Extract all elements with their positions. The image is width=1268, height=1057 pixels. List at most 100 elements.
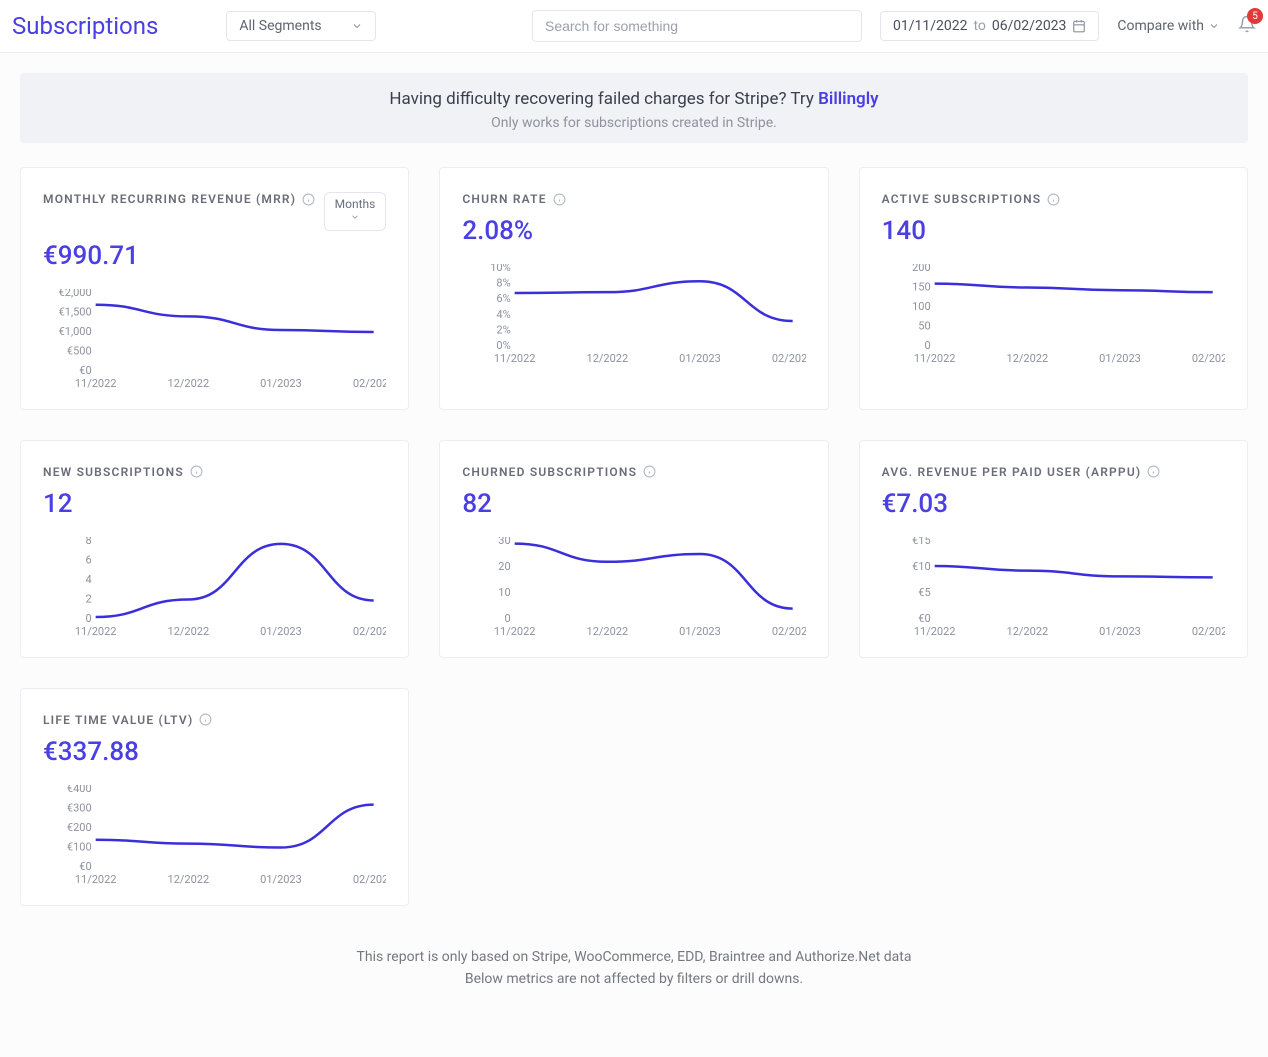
card-value: 2.08% — [462, 216, 805, 246]
card-value: €337.88 — [43, 737, 386, 767]
card-title: CHURN RATE — [462, 192, 565, 206]
svg-text:12/2022: 12/2022 — [168, 625, 210, 637]
notification-badge: 5 — [1247, 8, 1263, 24]
svg-text:30: 30 — [499, 537, 511, 547]
svg-text:€400: €400 — [67, 785, 92, 795]
svg-text:20: 20 — [499, 560, 511, 573]
svg-text:01/2023: 01/2023 — [260, 377, 302, 389]
svg-text:11/2022: 11/2022 — [914, 625, 956, 637]
svg-text:11/2022: 11/2022 — [75, 377, 117, 389]
svg-text:10%: 10% — [491, 264, 511, 274]
svg-text:12/2022: 12/2022 — [1006, 625, 1048, 637]
svg-text:11/2022: 11/2022 — [75, 873, 117, 885]
svg-text:12/2022: 12/2022 — [168, 873, 210, 885]
svg-text:10: 10 — [499, 586, 511, 599]
compare-label: Compare with — [1117, 18, 1204, 34]
svg-text:200: 200 — [912, 264, 931, 274]
period-dropdown[interactable]: Months — [324, 192, 387, 231]
svg-text:€1,000: €1,000 — [59, 325, 92, 338]
svg-text:01/2023: 01/2023 — [260, 873, 302, 885]
banner-text: Having difficulty recovering failed char… — [389, 89, 818, 109]
chevron-down-icon — [351, 20, 363, 32]
svg-text:2: 2 — [85, 592, 91, 605]
banner-subtext: Only works for subscriptions created in … — [30, 115, 1238, 131]
info-icon — [553, 193, 566, 206]
svg-text:6%: 6% — [497, 292, 511, 305]
metric-card-newsubs: NEW SUBSCRIPTIONS 120246811/202212/20220… — [20, 440, 409, 658]
svg-text:100: 100 — [912, 300, 931, 313]
svg-text:€200: €200 — [67, 821, 92, 834]
svg-text:2%: 2% — [497, 323, 511, 336]
info-icon — [643, 465, 656, 478]
svg-text:12/2022: 12/2022 — [587, 352, 629, 364]
notifications-button[interactable]: 5 — [1238, 15, 1256, 37]
svg-text:02/2023: 02/2023 — [1192, 352, 1225, 364]
svg-text:€15: €15 — [912, 537, 931, 547]
svg-text:01/2023: 01/2023 — [680, 352, 722, 364]
svg-text:01/2023: 01/2023 — [260, 625, 302, 637]
svg-text:€10: €10 — [912, 560, 931, 573]
date-from: 01/11/2022 — [893, 18, 968, 34]
metric-card-ltv: LIFE TIME VALUE (LTV) €337.88€0€100€200€… — [20, 688, 409, 906]
metric-card-arppu: AVG. REVENUE PER PAID USER (ARPPU) €7.03… — [859, 440, 1248, 658]
card-value: 12 — [43, 489, 386, 519]
banner-link[interactable]: Billingly — [818, 89, 878, 109]
compare-dropdown[interactable]: Compare with — [1117, 18, 1220, 34]
date-range-picker[interactable]: 01/11/2022 to 06/02/2023 — [880, 11, 1099, 41]
chart: €0€500€1,000€1,500€2,00011/202212/202201… — [43, 289, 386, 389]
search-input[interactable] — [532, 10, 862, 42]
svg-text:02/2023: 02/2023 — [353, 873, 386, 885]
footer-note: This report is only based on Stripe, Woo… — [20, 946, 1248, 991]
svg-text:01/2023: 01/2023 — [1099, 352, 1141, 364]
svg-text:11/2022: 11/2022 — [75, 625, 117, 637]
svg-text:0: 0 — [505, 612, 511, 625]
metric-card-mrr: MONTHLY RECURRING REVENUE (MRR) Months€9… — [20, 167, 409, 410]
info-icon — [1147, 465, 1160, 478]
svg-text:€0: €0 — [79, 364, 91, 377]
svg-text:€300: €300 — [67, 801, 92, 814]
info-icon — [1047, 193, 1060, 206]
svg-text:0: 0 — [924, 339, 930, 352]
card-title: ACTIVE SUBSCRIPTIONS — [882, 192, 1061, 206]
svg-text:4: 4 — [85, 573, 91, 586]
page-title: Subscriptions — [12, 12, 158, 40]
svg-text:11/2022: 11/2022 — [494, 352, 536, 364]
content: Having difficulty recovering failed char… — [0, 53, 1268, 1011]
svg-text:02/2023: 02/2023 — [772, 352, 805, 364]
svg-text:12/2022: 12/2022 — [587, 625, 629, 637]
segments-dropdown[interactable]: All Segments — [226, 11, 376, 41]
svg-text:8%: 8% — [497, 277, 511, 290]
promo-banner: Having difficulty recovering failed char… — [20, 73, 1248, 143]
segments-label: All Segments — [239, 18, 321, 34]
card-title: MONTHLY RECURRING REVENUE (MRR) — [43, 192, 315, 206]
svg-text:02/2023: 02/2023 — [1192, 625, 1225, 637]
svg-text:4%: 4% — [497, 308, 511, 321]
metric-card-churned: CHURNED SUBSCRIPTIONS 82010203011/202212… — [439, 440, 828, 658]
svg-text:02/2023: 02/2023 — [353, 377, 386, 389]
chart: 0%2%4%6%8%10%11/202212/202201/202302/202… — [462, 264, 805, 364]
footer-line1: This report is only based on Stripe, Woo… — [20, 946, 1248, 968]
info-icon — [190, 465, 203, 478]
chart: €0 €100 €200 €300 €400 11/2022 12/2022 01/2023 0… — [43, 785, 386, 885]
chart: 05010015020011/202212/202201/202302/2023 — [882, 264, 1225, 364]
card-title: NEW SUBSCRIPTIONS — [43, 465, 203, 479]
date-to: 06/02/2023 — [992, 18, 1067, 34]
svg-text:€0: €0 — [918, 612, 930, 625]
svg-text:01/2023: 01/2023 — [1099, 625, 1141, 637]
svg-text:€100: €100 — [67, 840, 92, 853]
cards-grid: MONTHLY RECURRING REVENUE (MRR) Months€9… — [20, 167, 1248, 906]
svg-text:€500: €500 — [67, 344, 92, 357]
svg-text:12/2022: 12/2022 — [168, 377, 210, 389]
card-title: AVG. REVENUE PER PAID USER (ARPPU) — [882, 465, 1161, 479]
footer-line2: Below metrics are not affected by filter… — [20, 968, 1248, 990]
svg-text:€1,500: €1,500 — [59, 305, 92, 318]
card-value: 82 — [462, 489, 805, 519]
info-icon — [302, 193, 315, 206]
chevron-down-icon — [1208, 20, 1220, 32]
svg-text:01/2023: 01/2023 — [680, 625, 722, 637]
card-value: €7.03 — [882, 489, 1225, 519]
svg-text:€0: €0 — [79, 860, 91, 873]
svg-text:11/2022: 11/2022 — [914, 352, 956, 364]
calendar-icon — [1072, 19, 1086, 33]
top-bar: Subscriptions All Segments 01/11/2022 to… — [0, 0, 1268, 53]
